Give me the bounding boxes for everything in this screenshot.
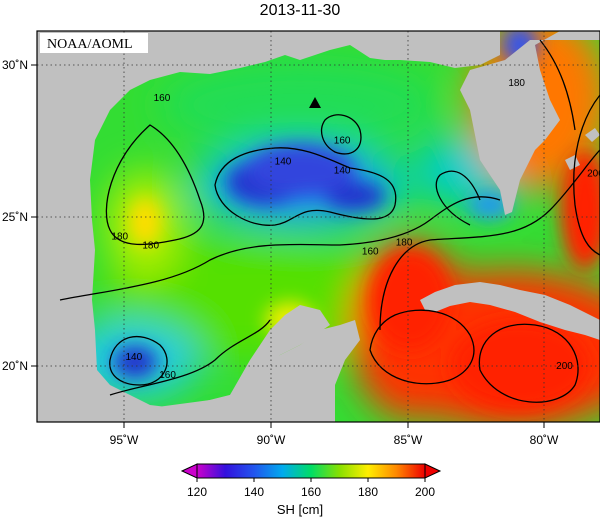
contour-label: 180 — [142, 241, 159, 252]
contour-label: 140 — [275, 156, 292, 167]
contour-label: 180 — [508, 78, 525, 89]
contour-label: 200 — [587, 168, 600, 179]
lon-tick-label: 90˚W — [257, 433, 286, 447]
colorbar-tick-label: 120 — [187, 485, 207, 499]
contour-labels: 160 140 140 160 180 180 180 160 180 200 140 160 200 — [111, 78, 600, 381]
colorbar-tick-label: 140 — [244, 485, 264, 499]
contour-label: 200 — [556, 361, 573, 372]
map-title: 2013-11-30 — [259, 2, 341, 19]
colorbar-tick-label: 160 — [301, 485, 321, 499]
credit-box — [40, 33, 148, 53]
contour-lines — [59, 39, 600, 403]
colorbar-high-extension — [424, 463, 442, 479]
map-axes: 95˚W 90˚W 85˚W 80˚W 30˚N 25˚N 20˚N — [2, 58, 559, 447]
contour-label: 160 — [154, 93, 171, 104]
lat-tick-label: 30˚N — [2, 58, 28, 72]
colorbar: 120 140 160 180 200 — [180, 463, 442, 499]
colorbar-tick-label: 200 — [415, 485, 435, 499]
lon-tick-label: 95˚W — [110, 433, 139, 447]
colorbar-gradient — [196, 463, 426, 479]
contour-label: 160 — [159, 370, 176, 381]
map-frame — [36, 30, 600, 423]
grid-lines — [37, 31, 600, 422]
land-masses — [37, 31, 600, 422]
lon-tick-label: 85˚W — [394, 433, 423, 447]
units-label: SH [cm] — [276, 502, 324, 517]
map-panel: 160140140160180180180160180200140160200 … — [2, 30, 600, 447]
contour-label: 180 — [396, 238, 413, 249]
contour-label: 140 — [125, 352, 142, 363]
lon-tick-label: 80˚W — [530, 433, 559, 447]
colorbar-ticks: 120 140 160 180 200 — [187, 478, 435, 499]
colorbar-tick-label: 180 — [358, 485, 378, 499]
triangle-marker — [309, 97, 321, 108]
contour-label: 180 — [111, 232, 128, 243]
lat-tick-label: 20˚N — [2, 359, 28, 373]
lat-tick-label: 25˚N — [2, 210, 28, 224]
credit-label: NOAA/AOML — [47, 37, 133, 52]
colorbar-low-extension — [180, 463, 198, 479]
contour-label: 140 — [334, 165, 351, 176]
contour-label: 160 — [334, 135, 351, 146]
contour-label: 160 — [362, 247, 379, 258]
